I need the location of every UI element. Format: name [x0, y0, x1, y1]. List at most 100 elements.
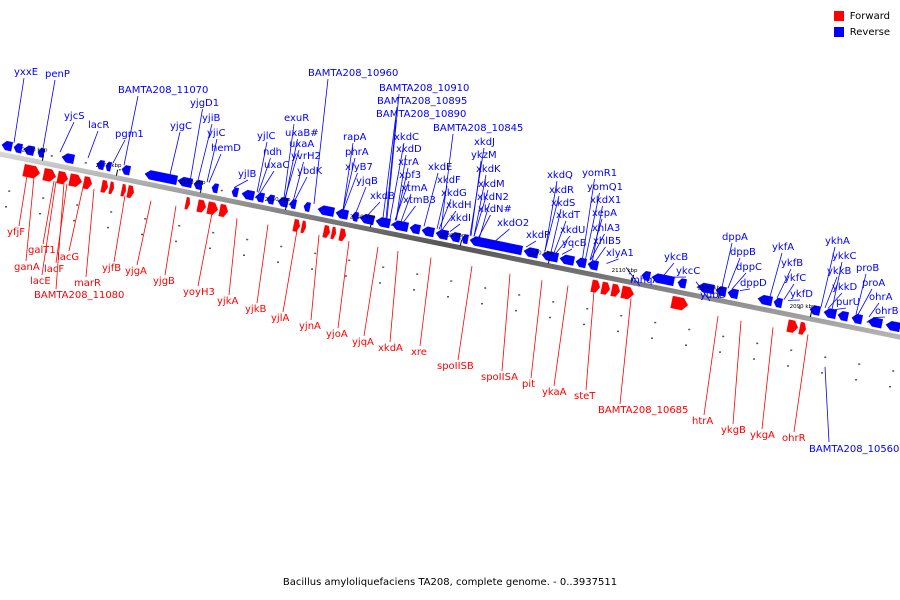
reverse-gene-block — [727, 288, 740, 300]
scale-label: 2120 kbp — [528, 251, 554, 257]
forward-gene-label: yfjF — [7, 227, 25, 238]
reverse-gene-block — [241, 189, 256, 201]
reverse-gene-label: xkdE — [428, 162, 452, 173]
reverse-gene-label: yjlB — [238, 169, 256, 180]
reverse-gene-label: BAMTA208_11070 — [118, 85, 208, 96]
reverse-gene-label: BAMTA208_10890 — [376, 109, 466, 120]
reverse-label-line — [868, 302, 880, 318]
grid-dot — [288, 203, 291, 206]
reverse-label-line — [555, 235, 571, 254]
forward-label-line — [389, 250, 399, 343]
forward-label-lines — [18, 175, 809, 433]
legend-forward-swatch — [833, 11, 844, 21]
scale-tick — [369, 221, 373, 228]
forward-label-line — [761, 327, 774, 430]
reverse-gene-label: xkdX1 — [590, 195, 621, 206]
forward-gene-label: lacG — [57, 252, 79, 263]
forward-label-line — [164, 205, 177, 276]
forward-gene-label: yjkB — [245, 304, 266, 315]
forward-gene-block — [196, 199, 207, 213]
reverse-gene-block — [266, 194, 276, 205]
reverse-label-line — [727, 257, 741, 289]
reverse-gene-label: xkdM — [478, 179, 505, 190]
reverse-label-line — [831, 261, 843, 310]
forward-gene-label: spoIISB — [437, 361, 474, 372]
reverse-gene-label: purU — [836, 297, 860, 308]
forward-gene-label: ganA — [14, 262, 40, 273]
forward-gene-label: xkdA — [378, 343, 403, 354]
reverse-gene-block — [449, 232, 462, 243]
reverse-gene-label: pgm1 — [115, 129, 144, 140]
reverse-gene-label: proA — [862, 278, 885, 289]
reverse-gene-label: exuR — [284, 113, 309, 124]
reverse-label-line — [197, 123, 213, 181]
reverse-gene-block — [121, 165, 132, 176]
forward-gene-label: BAMTA208_10685 — [598, 405, 688, 416]
forward-label-line — [457, 266, 473, 361]
forward-label-line — [41, 181, 57, 276]
reverse-gene-label: proB — [856, 263, 879, 274]
reverse-gene-label: xkdN# — [478, 204, 512, 215]
grid-dot — [858, 363, 861, 365]
grid-dot — [118, 169, 121, 171]
reverse-gene-block — [351, 211, 360, 222]
reverse-gene-block — [13, 143, 24, 154]
reverse-label-line — [283, 123, 295, 198]
grid-dot — [552, 301, 555, 303]
reverse-label-line — [87, 130, 99, 159]
reverse-label-line — [449, 223, 461, 232]
reverse-label-line — [833, 307, 847, 311]
reverse-label-line — [403, 205, 416, 223]
reverse-label-line — [385, 119, 397, 219]
reverse-label-line — [872, 316, 886, 319]
grid-dot — [722, 335, 725, 338]
grid-dot — [790, 349, 793, 352]
legend-reverse: Reverse — [833, 24, 890, 40]
grid-dot — [586, 308, 589, 310]
reverse-gene-label: xkdN2 — [477, 192, 509, 203]
forward-label-line — [337, 240, 350, 329]
reverse-label-line — [783, 283, 795, 300]
reverse-gene-label: uxaB# — [285, 128, 319, 139]
grid-dot — [144, 218, 147, 220]
forward-label-line — [501, 273, 511, 372]
scale-label: 2170 kbp — [96, 163, 122, 169]
reverse-label-line — [342, 142, 354, 210]
reverse-label-line — [776, 268, 792, 299]
forward-gene-label: yjkA — [217, 296, 238, 307]
grid-dot — [651, 337, 654, 340]
reverse-gene-label: xkdD — [396, 144, 422, 155]
grid-dot — [5, 206, 8, 208]
grid-dot — [787, 365, 790, 367]
grid-dot — [688, 328, 691, 331]
legend-reverse-label: Reverse — [849, 26, 890, 38]
reverse-gene-label: ykfC — [784, 273, 806, 284]
forward-gene-block — [184, 196, 191, 210]
forward-label-line — [732, 320, 742, 425]
grid-dot — [892, 370, 895, 372]
reverse-gene-block — [231, 187, 240, 198]
forward-gene-block — [798, 321, 807, 335]
reverse-label-line — [208, 153, 222, 183]
reverse-label-line — [544, 195, 560, 252]
scale-tick — [41, 154, 45, 161]
reverse-gene-label: yjgC — [170, 121, 192, 132]
reverse-label-line — [256, 141, 268, 193]
reverse-gene-block — [144, 170, 179, 185]
forward-label-line — [282, 230, 298, 313]
genome-axis — [0, 151, 900, 340]
reverse-label-line — [423, 172, 439, 227]
reverse-gene-block — [461, 234, 470, 245]
reverse-label-line — [495, 228, 510, 242]
reverse-label-line — [550, 208, 562, 253]
grid-dot — [390, 224, 393, 226]
forward-label-line — [793, 334, 809, 433]
forward-label-line — [18, 175, 28, 227]
reverse-gene-label: ohrA — [869, 292, 893, 303]
reverse-gene-label: xhlB5 — [593, 236, 621, 247]
reverse-label-line — [112, 139, 126, 164]
forward-gene-label: yjgB — [153, 276, 175, 287]
grid-dot — [518, 294, 521, 296]
forward-gene-block — [68, 173, 83, 188]
